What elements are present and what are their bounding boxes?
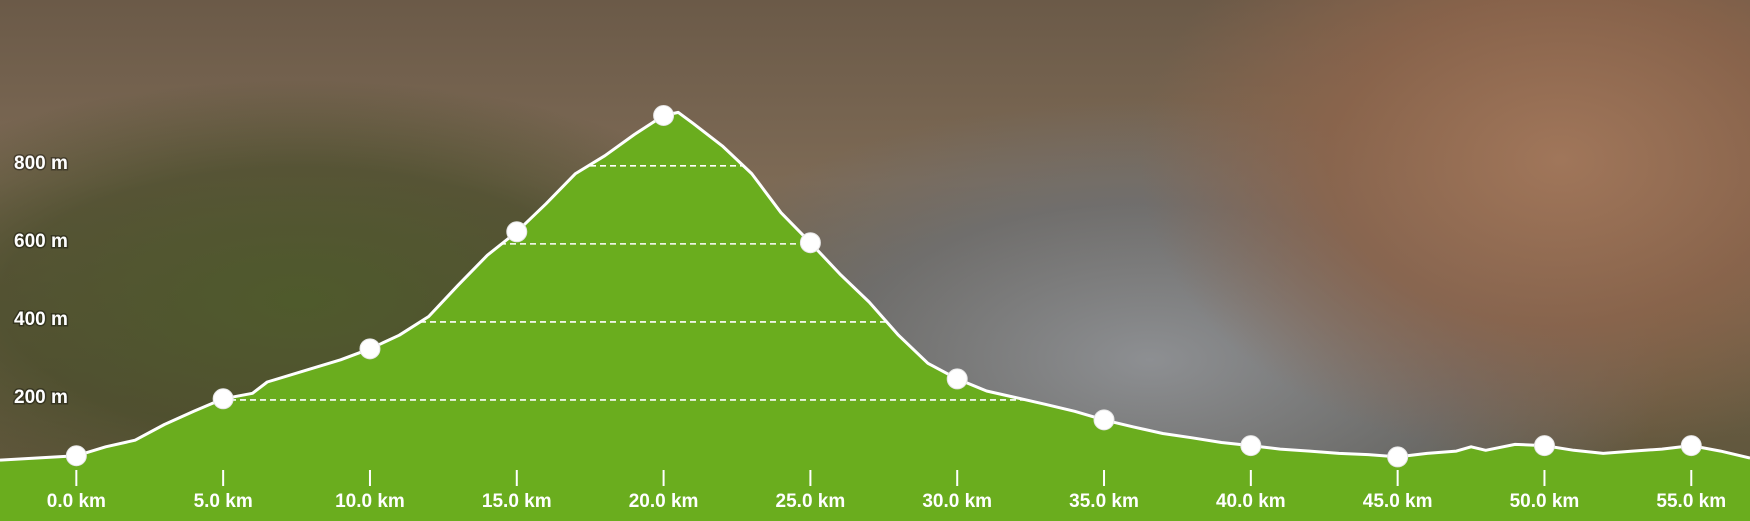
waypoint-marker <box>1533 435 1555 457</box>
waypoint-marker <box>1093 409 1115 431</box>
x-tick-label: 25.0 km <box>776 491 846 512</box>
waypoint-marker <box>359 338 381 360</box>
waypoint-marker <box>212 388 234 410</box>
y-tick-label: 200 m <box>14 387 68 408</box>
waypoint-marker <box>1387 446 1409 468</box>
x-tick-label: 45.0 km <box>1363 491 1433 512</box>
waypoint-marker <box>946 368 968 390</box>
x-tick-label: 15.0 km <box>482 491 552 512</box>
x-tick-label: 35.0 km <box>1069 491 1139 512</box>
y-tick-label: 600 m <box>14 231 68 252</box>
waypoint-marker <box>799 232 821 254</box>
y-tick-label: 800 m <box>14 153 68 174</box>
elevation-line <box>0 110 1750 462</box>
waypoint-marker <box>653 105 675 127</box>
waypoint-marker <box>506 221 528 243</box>
x-tick-label: 20.0 km <box>629 491 699 512</box>
x-tick-label: 30.0 km <box>922 491 992 512</box>
waypoint-marker <box>65 445 87 467</box>
x-tick-label: 5.0 km <box>194 491 253 512</box>
x-tick-label: 50.0 km <box>1510 491 1580 512</box>
x-tick-label: 0.0 km <box>47 491 106 512</box>
x-tick-label: 40.0 km <box>1216 491 1286 512</box>
y-tick-label: 400 m <box>14 309 68 330</box>
waypoint-marker <box>1680 435 1702 457</box>
x-tick-label: 55.0 km <box>1656 491 1726 512</box>
waypoint-marker <box>1240 435 1262 457</box>
x-tick-label: 10.0 km <box>335 491 405 512</box>
elevation-area <box>0 112 1750 521</box>
